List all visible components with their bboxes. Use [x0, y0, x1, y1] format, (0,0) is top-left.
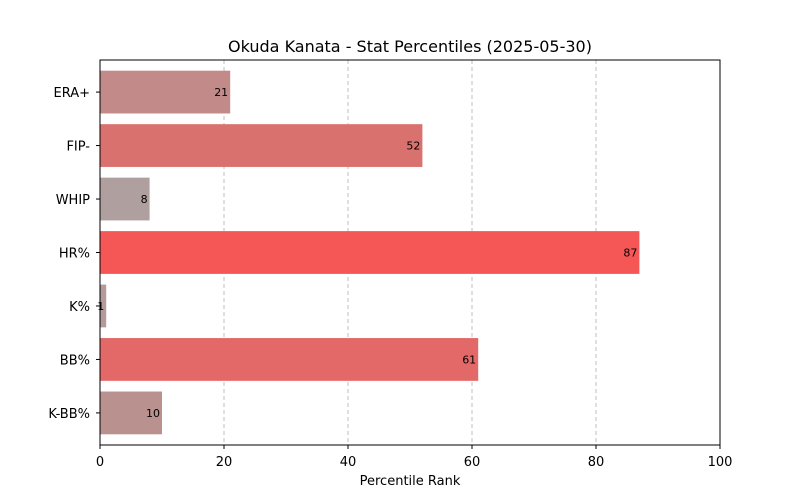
bar-k-bb	[100, 391, 162, 435]
x-tick-label: 60	[464, 455, 481, 470]
x-tick-label: 0	[96, 455, 104, 470]
y-tick-label: K-BB%	[48, 407, 90, 422]
bar-whip	[100, 177, 150, 221]
chart-title: Okuda Kanata - Stat Percentiles (2025-05…	[228, 37, 592, 56]
bar-hr	[100, 231, 640, 274]
x-tick-label: 100	[708, 455, 733, 470]
x-axis-label: Percentile Rank	[360, 474, 461, 489]
y-tick-label: BB%	[60, 353, 90, 368]
bar-era	[100, 70, 231, 114]
bar-bb	[100, 338, 479, 381]
x-tick-label: 40	[340, 455, 357, 470]
x-tick-label: 80	[588, 455, 605, 470]
y-tick-label: K%	[69, 300, 90, 315]
bar-fip	[100, 124, 423, 167]
y-axis-ticks: ERA+ FIP- WHIP HR% K% BB% K-BB%	[48, 86, 100, 422]
data-label: 52	[406, 140, 420, 153]
x-tick-label: 20	[216, 455, 233, 470]
data-label: 10	[146, 407, 160, 420]
data-label: 87	[623, 247, 637, 260]
y-tick-label: ERA+	[53, 86, 90, 101]
x-axis-ticks: 0 20 40 60 80 100	[96, 445, 733, 470]
data-label: 8	[141, 193, 148, 206]
data-labels: 21 52 8 87 1 61 10	[97, 86, 637, 420]
y-tick-label: FIP-	[66, 140, 90, 155]
bars	[100, 70, 640, 435]
data-label: 1	[97, 300, 104, 313]
y-tick-label: HR%	[59, 247, 90, 262]
bar-k	[100, 284, 107, 328]
data-label: 21	[214, 86, 228, 99]
y-tick-label: WHIP	[56, 193, 90, 208]
data-label: 61	[462, 353, 476, 366]
